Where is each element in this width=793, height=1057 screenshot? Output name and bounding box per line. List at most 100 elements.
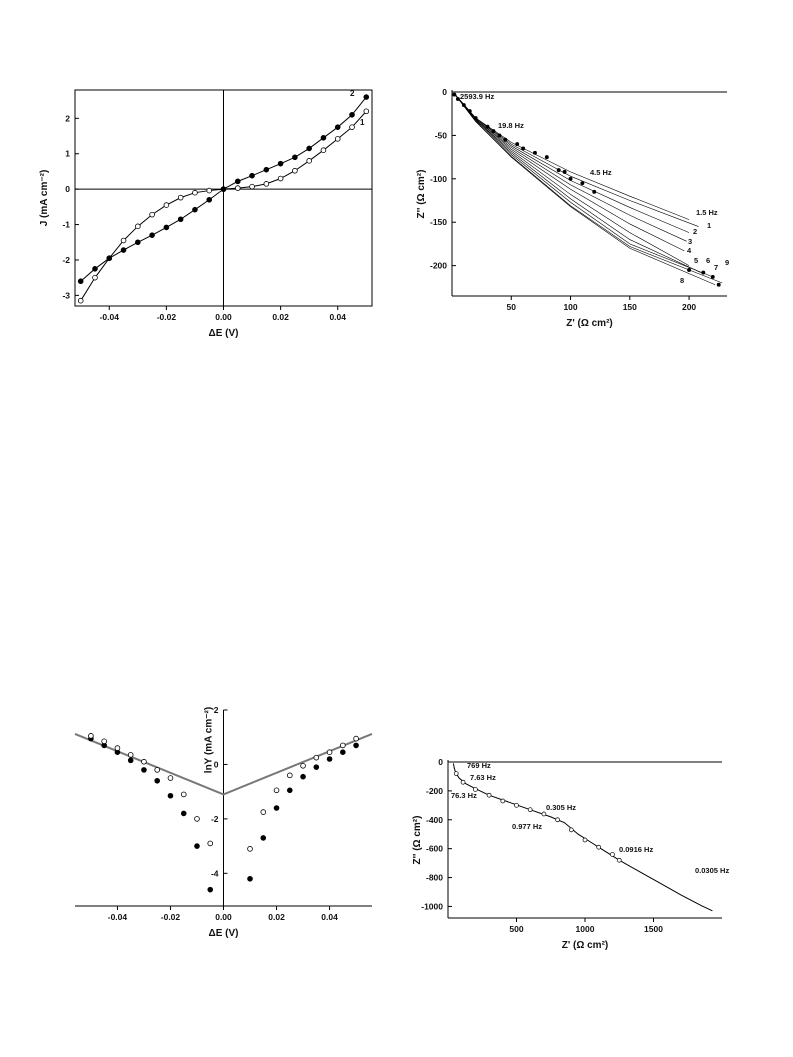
chart3-ytick-label: -2: [211, 814, 219, 824]
chart1-point: [106, 255, 113, 261]
chart3-ytick-label: -4: [211, 868, 219, 878]
chart2-series-line: [454, 93, 687, 242]
chart2-annotation: 5: [694, 256, 698, 265]
chart2-marker: [455, 96, 460, 101]
chart3-point: [326, 749, 333, 755]
chart3-fit-line: [74, 733, 373, 796]
chart3-point: [353, 742, 359, 749]
chart2-series-line: [454, 93, 716, 285]
chart3-point: [326, 756, 333, 762]
chart2-marker: [467, 109, 472, 114]
chart4-marker: [616, 857, 622, 863]
chart3-point: [167, 775, 174, 781]
chart2-marker: [533, 150, 537, 155]
chart4-marker: [460, 779, 466, 785]
chart3-point: [207, 886, 214, 893]
chart4-ytick-label: -800: [426, 873, 443, 883]
chart2-annotation: 9: [725, 258, 729, 267]
chart3-point: [154, 767, 161, 773]
chart3-xtick-label: 0.04: [321, 912, 338, 922]
chart1-point: [234, 185, 241, 191]
chart2-annotation: 7: [714, 263, 718, 272]
chart2-marker: [562, 169, 567, 174]
chart2-xtick-label: 150: [623, 302, 637, 312]
chart3-point: [127, 752, 134, 758]
chart1-xtick-label: 0.00: [215, 312, 232, 322]
chart2-annotation: 1.5 Hz: [696, 208, 718, 217]
chart2-ytick-label: -150: [430, 217, 447, 227]
chart2-marker: [515, 142, 520, 147]
chart1-point: [234, 178, 241, 185]
chart3-point: [88, 733, 94, 739]
chart3-xtick-label: 0.00: [215, 912, 232, 922]
chart2-ytick-label: -100: [430, 174, 447, 184]
chart3-point: [194, 816, 200, 822]
chart4-marker: [610, 852, 615, 857]
chart3-point: [114, 745, 121, 751]
chart1-point: [292, 154, 298, 161]
chart3-point: [141, 758, 147, 765]
chart2-annotation: 19.8 Hz: [498, 121, 524, 130]
chart1-point: [135, 239, 141, 246]
chart2-xtick-label: 200: [682, 302, 696, 312]
chart2-xtick-label: 100: [563, 302, 577, 312]
chart4-ytick-label: 0: [438, 757, 443, 767]
chart1-point: [277, 175, 284, 182]
chart4-annotation: 0.0916 Hz: [619, 845, 653, 854]
chart3-point: [127, 757, 134, 764]
chart1-point: [77, 297, 84, 304]
chart2-marker: [497, 133, 502, 138]
chart4-ytick-label: -400: [426, 815, 443, 825]
chart1-xtick-label: -0.02: [157, 312, 177, 322]
chart2-ylabel: Z'' (Ω cm²): [416, 170, 427, 219]
chart2-annotation: 1: [707, 221, 711, 230]
chart2-marker: [452, 92, 457, 97]
chart4-marker: [568, 827, 574, 833]
chart3-point: [180, 810, 187, 817]
chart1-point: [263, 166, 270, 173]
chart1-point: [77, 278, 84, 285]
chart1-ytick-label: 2: [65, 113, 70, 123]
chart3-point: [273, 787, 280, 794]
chart1-point: [206, 187, 213, 194]
chart2-ytick-label: 0: [442, 87, 447, 97]
chart4-annotation: 769 Hz: [467, 761, 491, 770]
chart4-marker: [473, 787, 478, 792]
chart4-annotation: 0.0305 Hz: [695, 866, 729, 875]
chart2-marker: [556, 168, 561, 173]
chart4-xtick-label: 1500: [644, 924, 663, 934]
chart1-xtick-label: -0.04: [100, 312, 120, 322]
chart1-point: [92, 266, 98, 272]
chart4-marker: [486, 792, 492, 798]
chart2-xtick-label: 50: [507, 302, 517, 312]
chart2-marker: [485, 124, 490, 129]
chart2-annotation: 3: [688, 237, 692, 246]
chart2-annotation: 4: [687, 246, 692, 255]
chart2-marker: [544, 155, 549, 160]
chart2-marker: [580, 181, 585, 186]
chart3-point: [101, 738, 107, 745]
chart3-point: [353, 735, 359, 742]
chart2-marker: [568, 176, 573, 181]
chart1-point: [177, 194, 184, 201]
chart1-point: [277, 160, 284, 167]
chart2-marker: [503, 137, 508, 142]
chart1-point: [292, 167, 298, 174]
chart2-series-line: [454, 93, 713, 278]
chart3-point: [300, 763, 306, 769]
chart2-series-line: [454, 93, 690, 233]
chart4-ylabel: Z'' (Ω cm²): [412, 816, 423, 865]
chart3-point: [194, 843, 200, 849]
chart3-point: [340, 749, 346, 755]
chart3-point: [340, 742, 346, 749]
chart2-annotation: 6: [706, 256, 710, 265]
chart3-xtick-label: -0.04: [108, 912, 128, 922]
chart1-ytick-label: 0: [65, 184, 70, 194]
chart1-point: [149, 232, 155, 238]
chart1-point: [263, 181, 270, 187]
chart4-ytick-label: -200: [426, 786, 443, 796]
chart3-point: [141, 767, 147, 773]
chart3-point: [247, 875, 253, 882]
chart1-xtick-label: 0.04: [329, 312, 346, 322]
chart1-point: [120, 247, 127, 253]
